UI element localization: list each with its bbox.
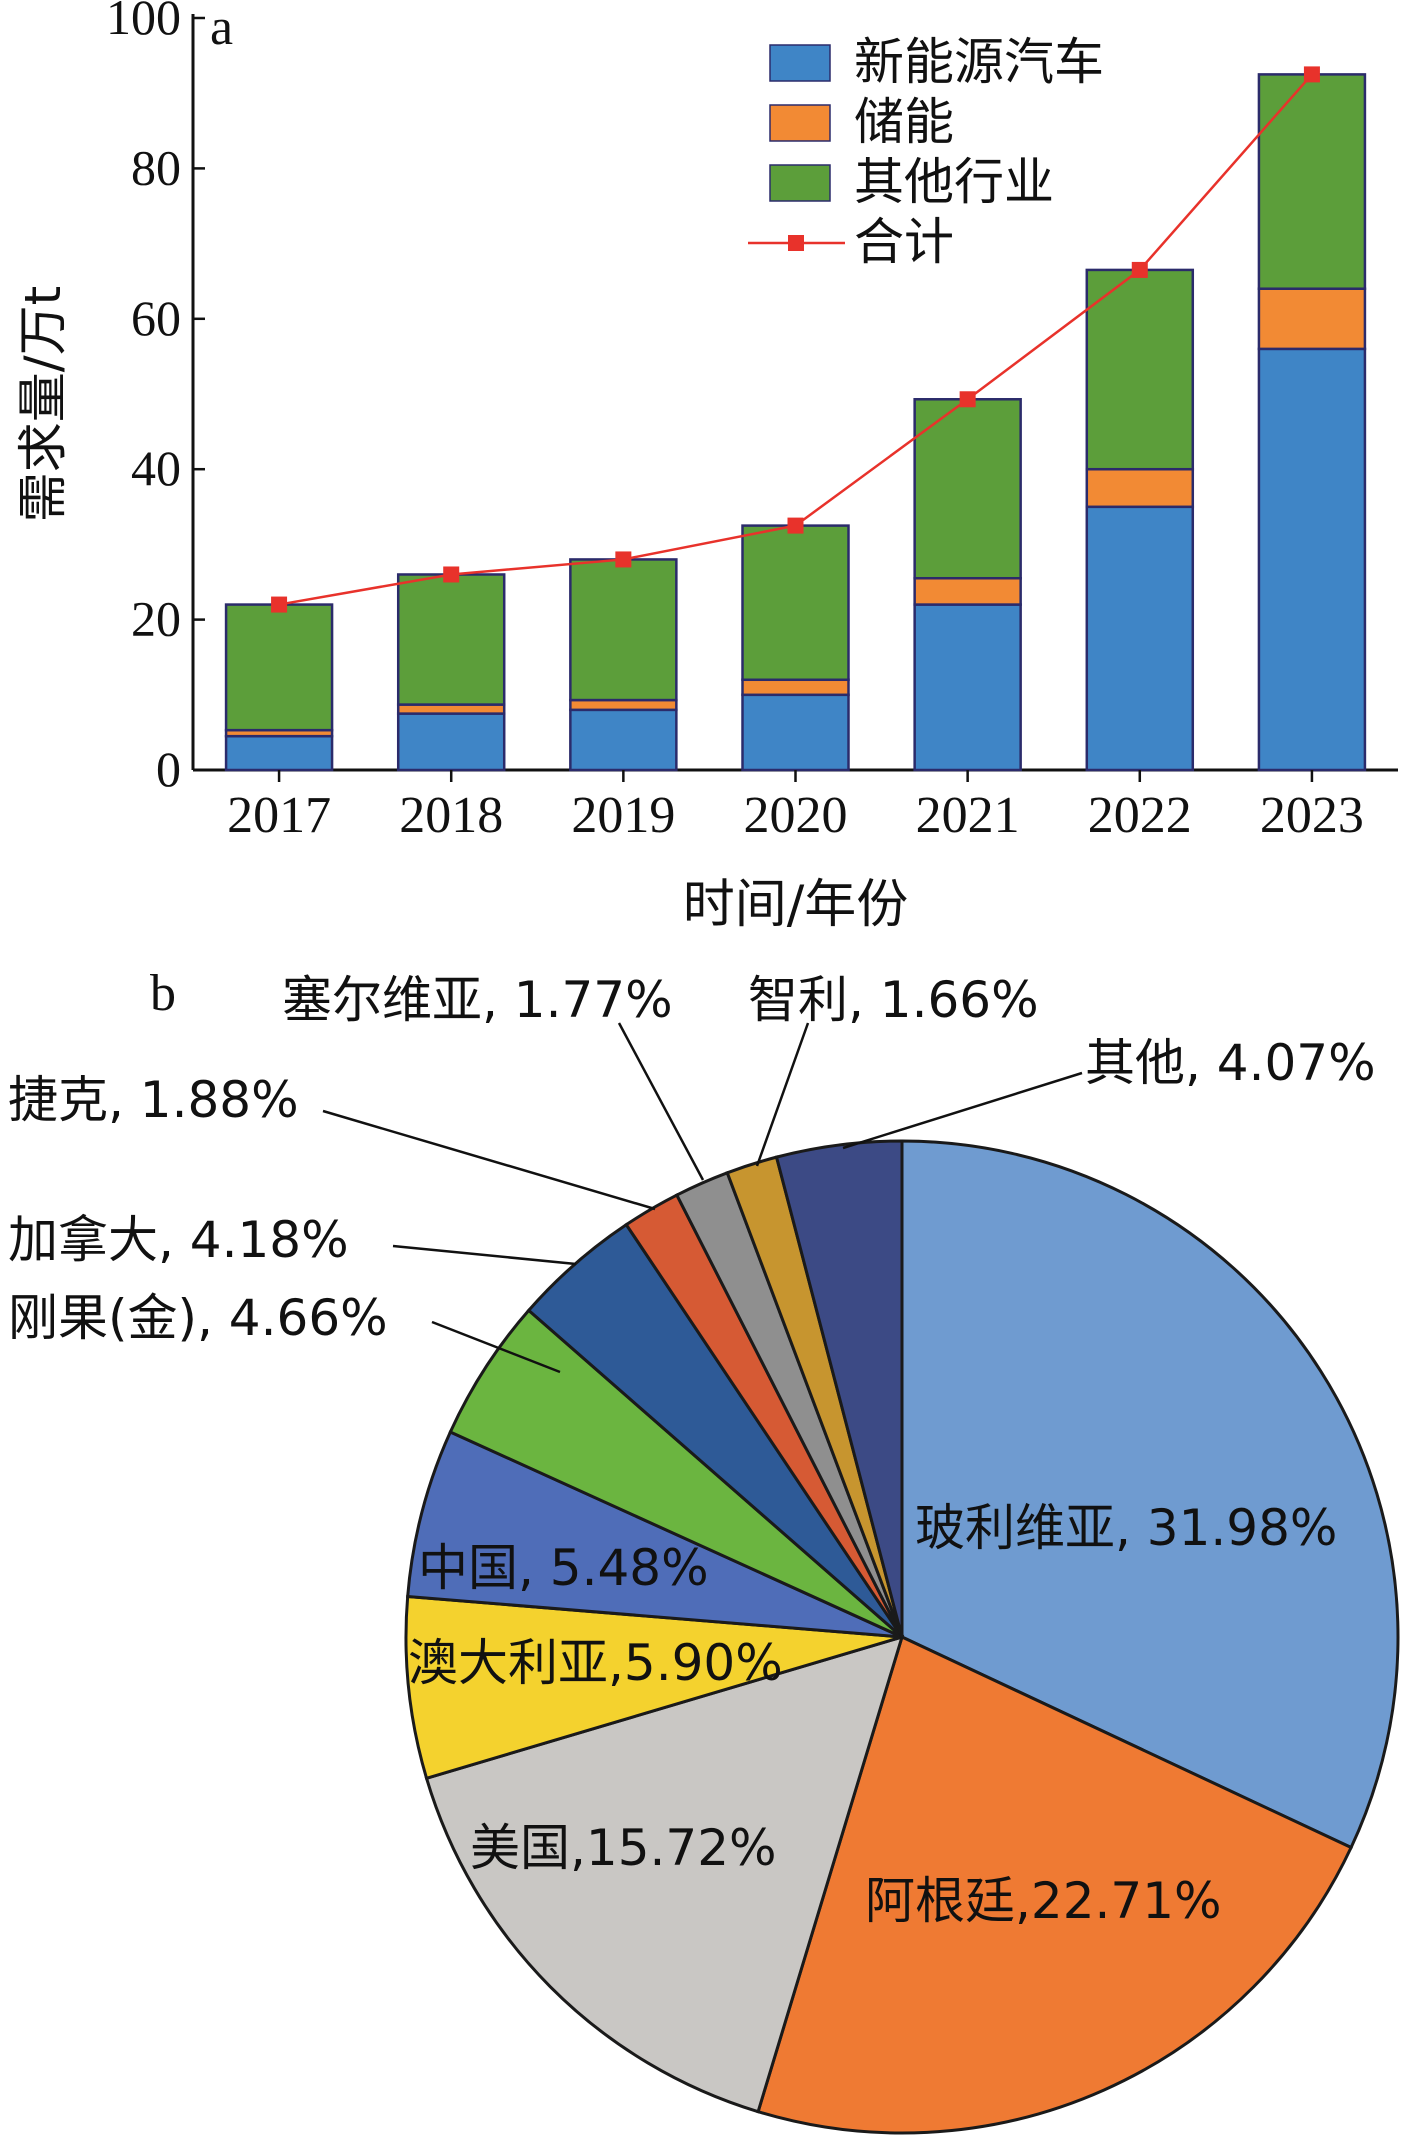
- slice-label: 中国, 5.48%: [418, 1539, 709, 1597]
- slice-label: 塞尔维亚, 1.77%: [282, 971, 673, 1029]
- legend-swatch: [769, 164, 831, 202]
- bar-segment: [569, 698, 678, 712]
- legend-swatch: [769, 104, 831, 142]
- panel-label-b: b: [150, 965, 176, 1022]
- bar-segment: [1085, 505, 1195, 772]
- y-axis-title: 需求量/万t: [14, 286, 72, 522]
- slice-label: 阿根廷,22.71%: [865, 1872, 1222, 1930]
- pie-slice: [404, 1594, 903, 1781]
- bar-segment: [1257, 287, 1367, 351]
- pie-chart: b 玻利维亚, 31.98% 阿根廷,22.71% 美国,15.72% 澳大利亚,5.9…: [8, 965, 1400, 2135]
- total-marker: [787, 517, 804, 534]
- legend-marker-swatch: [788, 235, 804, 251]
- pie-slice: [756, 1634, 1354, 2135]
- slice-label: 美国,15.72%: [470, 1819, 777, 1877]
- leader-line: [392, 1244, 577, 1266]
- x-tick-label: 2019: [571, 787, 675, 844]
- slice-label: 刚果(金), 4.66%: [8, 1289, 388, 1347]
- y-tick-label: 80: [131, 139, 181, 195]
- y-tick-label: 0: [156, 741, 181, 797]
- bar-segment: [396, 712, 506, 772]
- bar-segment: [913, 576, 1022, 606]
- bar-segment: [1085, 467, 1195, 509]
- bar-segment: [913, 603, 1022, 772]
- total-marker: [1131, 261, 1148, 278]
- leader-line: [617, 1022, 705, 1181]
- total-marker: [1303, 66, 1320, 83]
- total-marker: [443, 566, 460, 583]
- pie-slice: [900, 1139, 1400, 1850]
- slice-label: 澳大利亚,5.90%: [408, 1634, 783, 1692]
- bar-segment: [1257, 73, 1367, 290]
- bar-segment: [224, 734, 334, 772]
- x-tick-label: 2022: [1088, 787, 1192, 844]
- y-tick-label: 60: [131, 290, 181, 346]
- leader-line: [842, 1071, 1083, 1150]
- bar-segment: [1085, 268, 1195, 471]
- x-tick-label: 2021: [916, 787, 1020, 844]
- bar-segment: [741, 693, 850, 772]
- x-axis-title: 时间/年份: [683, 875, 909, 935]
- total-marker: [615, 551, 632, 568]
- legend-swatch: [769, 44, 831, 82]
- legend-label: 其他行业: [854, 153, 1054, 211]
- bar-segment: [569, 558, 678, 702]
- total-marker: [959, 391, 976, 408]
- y-tick-label: 100: [106, 0, 181, 45]
- x-tick-label: 2017: [227, 787, 331, 844]
- legend-label: 储能: [854, 93, 954, 151]
- bar-segment: [396, 703, 506, 715]
- legend-label: 合计: [854, 213, 954, 271]
- x-tick-label: 2020: [744, 787, 848, 844]
- slice-label: 玻利维亚, 31.98%: [915, 1499, 1337, 1557]
- legend-label: 新能源汽车: [854, 33, 1104, 91]
- slice-label: 捷克, 1.88%: [8, 1071, 299, 1129]
- panel-label-a: a: [210, 0, 233, 56]
- stacked-bar-chart: 0 20 40 60 80 100 2017 2018 2019 2020 2021 2022 2023…: [14, 0, 1398, 935]
- slice-label: 智利, 1.66%: [748, 971, 1039, 1029]
- slice-label: 其他, 4.07%: [1085, 1034, 1376, 1092]
- bar-segment: [741, 678, 850, 697]
- leader-line: [431, 1320, 561, 1374]
- leader-line: [755, 1022, 810, 1167]
- bar-segment: [224, 603, 334, 732]
- x-tick-label: 2018: [399, 787, 503, 844]
- slice-label: 加拿大, 4.18%: [8, 1211, 349, 1269]
- pie-slice: [774, 1139, 904, 1638]
- x-tick-label: 2023: [1260, 787, 1364, 844]
- y-tick-label: 20: [131, 591, 181, 647]
- pie-slice: [424, 1634, 905, 2114]
- pie-slice: [406, 1430, 903, 1639]
- bar-segment: [396, 573, 506, 706]
- y-tick-label: 40: [131, 440, 181, 496]
- bar-segment: [569, 708, 678, 772]
- bar-segment: [741, 524, 850, 682]
- leader-line: [322, 1109, 656, 1211]
- bar-segment: [1257, 347, 1367, 772]
- total-marker: [271, 596, 288, 613]
